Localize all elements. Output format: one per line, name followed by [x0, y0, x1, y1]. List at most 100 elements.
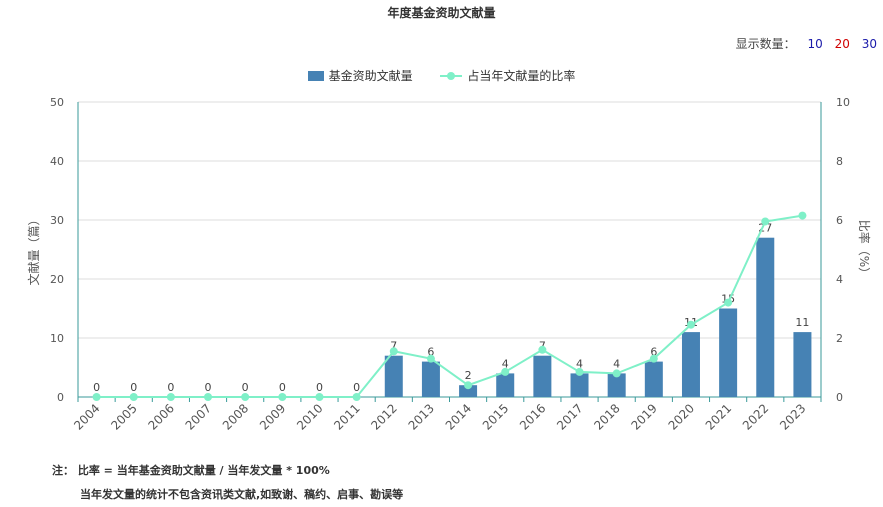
- ratio-point: [724, 298, 733, 307]
- bar-value-label: 0: [167, 381, 174, 394]
- bar-value-label: 6: [650, 346, 657, 359]
- bar: [459, 385, 478, 397]
- ratio-point: [538, 345, 547, 354]
- x-tick-label: 2019: [628, 401, 659, 432]
- bar-value-label: 0: [242, 381, 249, 394]
- note-line-exclusion: 当年发文量的统计不包含资讯类文献,如致谢、稿约、启事、勘误等: [80, 488, 404, 501]
- y-tick-label-left: 0: [57, 391, 64, 404]
- x-tick-label: 2018: [591, 401, 622, 432]
- ratio-point: [389, 347, 398, 356]
- ratio-point: [612, 369, 621, 378]
- x-tick-label: 2017: [554, 401, 585, 432]
- x-tick-label: 2016: [517, 401, 548, 432]
- x-tick-label: 2023: [777, 401, 808, 432]
- y-tick-label-right: 8: [836, 155, 843, 168]
- bar: [793, 332, 812, 397]
- x-tick-label: 2005: [108, 401, 139, 432]
- x-tick-label: 2012: [368, 401, 399, 432]
- legend-item-line-series[interactable]: 占当年文献量的比率: [440, 67, 575, 84]
- x-tick-label: 2008: [220, 401, 251, 432]
- chart-legend: 基金资助文献量 占当年文献量的比率: [0, 67, 883, 84]
- bar: [570, 373, 589, 397]
- bar: [421, 361, 440, 397]
- x-tick-label: 2021: [703, 401, 734, 432]
- bar-value-label: 7: [390, 340, 397, 353]
- y-tick-label-right: 10: [836, 96, 850, 109]
- chart-title: 年度基金资助文献量: [387, 6, 496, 20]
- x-tick-label: 2009: [257, 401, 288, 432]
- x-tick-label: 2022: [740, 401, 771, 432]
- ratio-point: [241, 393, 250, 401]
- y-axis-title-left: 文献量（篇）: [26, 213, 41, 285]
- y-tick-label-left: 20: [50, 273, 64, 286]
- x-tick-label: 2006: [145, 401, 176, 432]
- bar-value-label: 0: [353, 381, 360, 394]
- ratio-point: [798, 211, 807, 220]
- bar: [496, 373, 515, 397]
- y-tick-label-left: 40: [50, 155, 64, 168]
- legend-line-swatch: [440, 71, 463, 81]
- chart-notes: 注： 比率 = 当年基金资助文献量 / 当年发文量 * 100% 当年发文量的统…: [52, 459, 403, 507]
- bar-value-label: 11: [795, 316, 809, 329]
- ratio-point: [649, 354, 658, 363]
- y-tick-label-left: 10: [50, 332, 64, 345]
- bar-value-label: 4: [613, 357, 620, 370]
- y-tick-label-left: 50: [50, 96, 64, 109]
- bar: [681, 332, 700, 397]
- note-line-ratio: 注： 比率 = 当年基金资助文献量 / 当年发文量 * 100%: [52, 464, 330, 477]
- count-selector-label: 显示数量：: [735, 37, 796, 51]
- x-tick-label: 2007: [183, 401, 214, 432]
- bar: [384, 355, 403, 397]
- x-tick-label: 2014: [443, 401, 474, 432]
- bar-value-label: 0: [279, 381, 286, 394]
- bar: [644, 361, 663, 397]
- ratio-point: [352, 393, 361, 401]
- bar: [533, 355, 552, 397]
- ratio-point: [761, 217, 770, 226]
- x-tick-label: 2013: [406, 401, 437, 432]
- y-tick-label-right: 0: [836, 391, 843, 404]
- bar-value-label: 2: [465, 369, 472, 382]
- ratio-point: [315, 393, 324, 401]
- ratio-line: [96, 214, 803, 398]
- ratio-point: [204, 393, 213, 401]
- bar-value-label: 0: [130, 381, 137, 394]
- bar-value-label: 4: [576, 357, 583, 370]
- ratio-point: [92, 393, 101, 401]
- count-selector: 显示数量： 10 20 30: [728, 35, 877, 52]
- count-option-10[interactable]: 10: [807, 37, 823, 51]
- bar: [607, 373, 626, 397]
- ratio-point: [464, 381, 473, 390]
- legend-item-bar-series[interactable]: 基金资助文献量: [307, 67, 413, 84]
- x-tick-label: 2015: [480, 401, 511, 432]
- ratio-point: [129, 393, 138, 401]
- y-tick-label-right: 4: [836, 273, 843, 286]
- ratio-point: [426, 354, 435, 363]
- ratio-point: [166, 393, 175, 401]
- x-tick-label: 2020: [666, 401, 697, 432]
- count-option-20[interactable]: 20: [834, 37, 850, 51]
- y-tick-label-right: 2: [836, 332, 843, 345]
- ratio-point: [686, 320, 695, 329]
- y-tick-label-left: 30: [50, 214, 64, 227]
- legend-label-line-series: 占当年文献量的比率: [467, 69, 576, 83]
- bar: [719, 308, 738, 397]
- x-tick-label: 2004: [71, 401, 102, 432]
- bar-value-label: 6: [427, 346, 434, 359]
- bar: [756, 237, 775, 397]
- count-option-30[interactable]: 30: [861, 37, 877, 51]
- legend-label-bar-series: 基金资助文献量: [328, 69, 413, 83]
- ratio-point: [575, 367, 584, 376]
- bar-value-label: 0: [316, 381, 323, 394]
- y-axis-title-right: 比率（%）: [857, 220, 872, 279]
- bar-value-label: 0: [93, 381, 100, 394]
- ratio-point: [501, 367, 510, 376]
- x-tick-label: 2011: [331, 401, 362, 432]
- bar-value-label: 4: [502, 357, 509, 370]
- y-tick-label-right: 6: [836, 214, 843, 227]
- x-tick-label: 2010: [294, 401, 325, 432]
- ratio-point: [278, 393, 287, 401]
- legend-bar-swatch: [307, 70, 324, 81]
- bar-value-label: 0: [205, 381, 212, 394]
